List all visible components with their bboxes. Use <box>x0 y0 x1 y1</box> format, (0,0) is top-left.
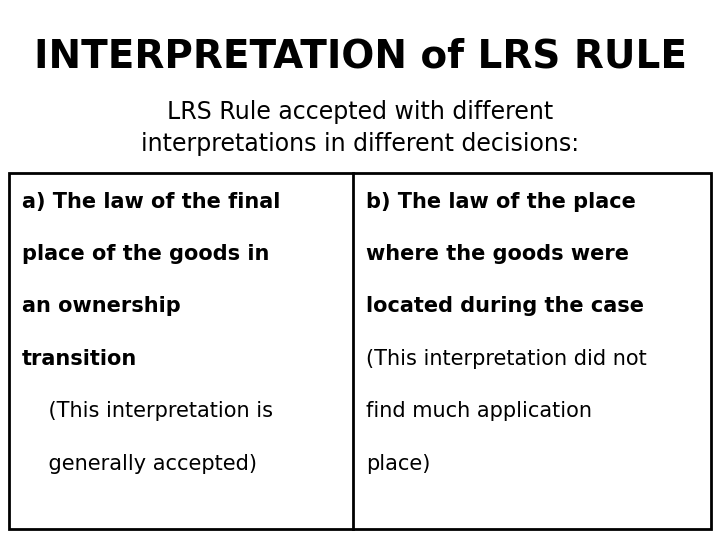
Text: LRS Rule accepted with different: LRS Rule accepted with different <box>167 100 553 124</box>
Text: generally accepted): generally accepted) <box>22 454 256 474</box>
Text: interpretations in different decisions:: interpretations in different decisions: <box>141 132 579 156</box>
Text: place): place) <box>366 454 430 474</box>
Text: b) The law of the place: b) The law of the place <box>366 192 636 212</box>
Text: a) The law of the final: a) The law of the final <box>22 192 280 212</box>
Text: located during the case: located during the case <box>366 296 644 316</box>
Text: INTERPRETATION of LRS RULE: INTERPRETATION of LRS RULE <box>34 38 686 76</box>
Text: where the goods were: where the goods were <box>366 244 629 264</box>
Text: (This interpretation did not: (This interpretation did not <box>366 349 647 369</box>
Text: an ownership: an ownership <box>22 296 180 316</box>
Text: find much application: find much application <box>366 401 592 421</box>
Text: place of the goods in: place of the goods in <box>22 244 269 264</box>
Text: transition: transition <box>22 349 137 369</box>
Bar <box>9 173 711 529</box>
Text: (This interpretation is: (This interpretation is <box>22 401 273 421</box>
